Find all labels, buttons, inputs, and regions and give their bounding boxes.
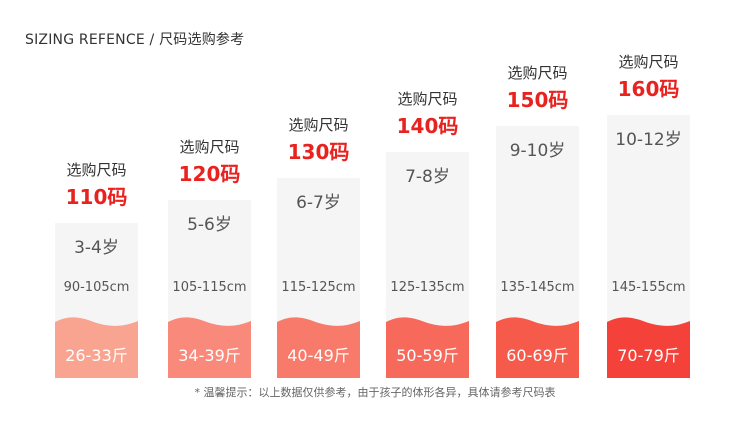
size-card-height: 105-115cm <box>172 280 247 295</box>
size-card-wave-fill <box>607 317 690 378</box>
size-card-height: 135-145cm <box>500 280 575 295</box>
size-card-age: 6-7岁 <box>296 193 341 213</box>
size-card-age: 9-10岁 <box>509 141 566 161</box>
size-card-wave <box>496 317 579 378</box>
size-card-size: 110码 <box>65 185 128 209</box>
size-card-age: 10-12岁 <box>615 130 682 150</box>
size-card-wave <box>607 317 690 378</box>
size-card-wave <box>277 317 360 378</box>
size-card-size: 120码 <box>178 162 241 186</box>
size-card-wave-fill <box>496 317 579 378</box>
size-card-120: 选购尺码 120码 5-6岁 105-115cm 34-39斤 <box>168 136 251 378</box>
size-card-age: 5-6岁 <box>187 215 232 235</box>
size-card-wave <box>168 317 251 378</box>
footnote: * 温馨提示：以上数据仅供参考，由于孩子的体形各异，具体请参考尺码表 <box>194 386 556 399</box>
size-card-wave-fill <box>277 317 360 378</box>
size-card-weight: 50-59斤 <box>396 346 459 365</box>
size-card-110: 选购尺码 110码 3-4岁 90-105cm 26-33斤 <box>55 159 138 378</box>
size-card-size: 130码 <box>287 140 350 164</box>
size-card-box: 3-4岁 90-105cm 26-33斤 <box>55 223 138 378</box>
size-card-age: 7-8岁 <box>405 167 450 187</box>
size-card-label: 选购尺码 <box>618 53 679 71</box>
size-card-weight: 60-69斤 <box>506 346 569 365</box>
size-card-size: 160码 <box>617 77 680 101</box>
size-card-size: 150码 <box>506 88 569 112</box>
size-card-height: 145-155cm <box>611 280 686 295</box>
size-card-wave-fill <box>168 317 251 378</box>
size-card-height: 115-125cm <box>281 280 356 295</box>
size-card-weight: 40-49斤 <box>287 346 350 365</box>
size-card-label: 选购尺码 <box>179 138 240 156</box>
size-card-height: 90-105cm <box>63 280 130 295</box>
size-card-wave-fill <box>55 317 138 378</box>
size-card-label: 选购尺码 <box>66 161 127 179</box>
size-card-label: 选购尺码 <box>507 64 568 82</box>
size-card-age: 3-4岁 <box>74 238 119 258</box>
size-card-box: 7-8岁 125-135cm 50-59斤 <box>386 152 469 378</box>
size-card-box: 5-6岁 105-115cm 34-39斤 <box>168 200 251 378</box>
size-card-140: 选购尺码 140码 7-8岁 125-135cm 50-59斤 <box>386 88 469 378</box>
size-card-weight: 26-33斤 <box>65 346 128 365</box>
size-card-wave <box>386 317 469 378</box>
size-card-box: 6-7岁 115-125cm 40-49斤 <box>277 178 360 378</box>
size-card-label: 选购尺码 <box>288 116 349 134</box>
size-card-box: 9-10岁 135-145cm 60-69斤 <box>496 126 579 378</box>
size-card-label: 选购尺码 <box>397 90 458 108</box>
size-card-height: 125-135cm <box>390 280 465 295</box>
size-card-weight: 70-79斤 <box>617 346 680 365</box>
size-card-size: 140码 <box>396 114 459 138</box>
size-card-wave <box>55 317 138 378</box>
page-title: SIZING REFENCE / 尺码选购参考 <box>25 32 245 48</box>
size-card-160: 选购尺码 160码 10-12岁 145-155cm 70-79斤 <box>607 51 690 378</box>
size-card-wave-fill <box>386 317 469 378</box>
size-card-weight: 34-39斤 <box>178 346 241 365</box>
size-card-150: 选购尺码 150码 9-10岁 135-145cm 60-69斤 <box>496 62 579 378</box>
size-card-box: 10-12岁 145-155cm 70-79斤 <box>607 115 690 378</box>
size-card-130: 选购尺码 130码 6-7岁 115-125cm 40-49斤 <box>277 114 360 378</box>
